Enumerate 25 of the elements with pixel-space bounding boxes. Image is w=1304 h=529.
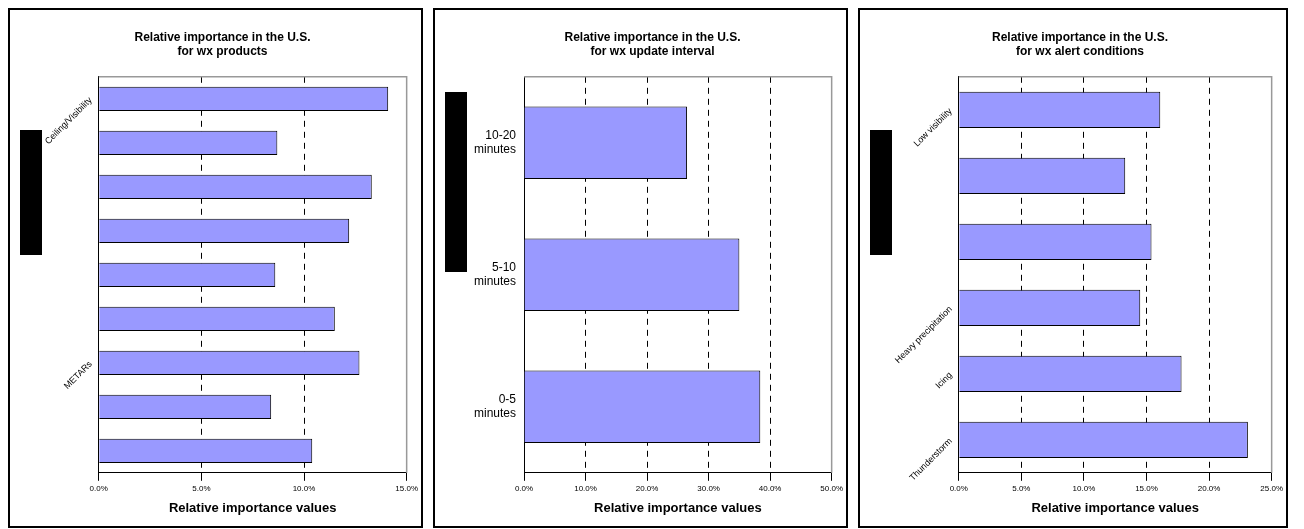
x-tick-label: 25.0% [1260, 483, 1283, 493]
x-tick-label: 20.0% [635, 483, 659, 493]
x-tick-label: 40.0% [758, 483, 782, 493]
x-tick-label: 5.0% [1012, 483, 1031, 493]
y-tick-label: 0-5 minutes [473, 391, 517, 421]
x-tick-label: 0.0% [949, 483, 968, 493]
x-tick-label: 5.0% [192, 483, 211, 493]
x-tick-label: 0.0% [89, 483, 108, 493]
y-tick-label: 10-20 minutes [473, 127, 517, 157]
chart-title: Relative importance in the U.S. for wx products [134, 29, 311, 58]
chart-title: Relative importance in the U.S. for wx alert conditions [991, 29, 1169, 58]
x-axis-title: Relative importance values [594, 499, 762, 515]
x-tick-label: 10.0% [574, 483, 597, 493]
x-axis-title: Relative importance values [168, 499, 337, 515]
x-tick-label: 15.0% [395, 483, 418, 493]
x-tick-label: 10.0% [292, 483, 316, 493]
x-tick-label: 15.0% [1135, 483, 1158, 493]
x-axis-title: Relative importance values [1031, 499, 1200, 515]
x-tick-label: 50.0% [820, 483, 843, 493]
y-tick-label: 5-10 minutes [473, 259, 517, 289]
x-tick-label: 10.0% [1072, 483, 1096, 493]
x-tick-label: 0.0% [514, 483, 534, 493]
chart-title: Relative importance in the U.S. for wx update interval [564, 29, 741, 58]
x-tick-label: 20.0% [1197, 483, 1221, 493]
x-tick-label: 30.0% [697, 483, 720, 493]
